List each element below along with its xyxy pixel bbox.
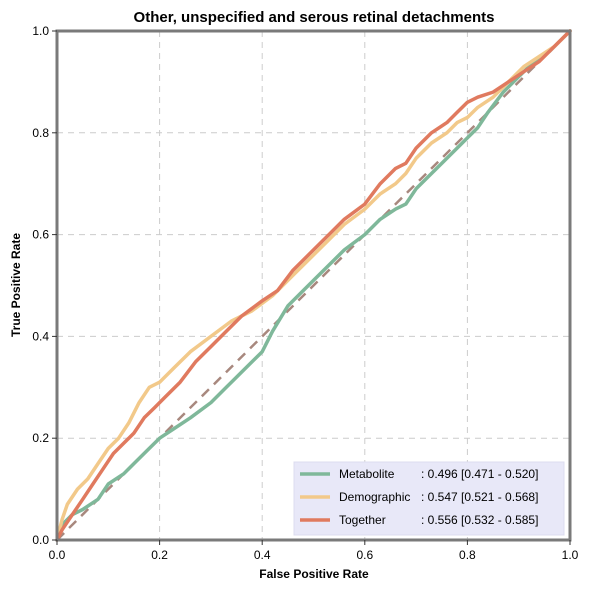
series-line-demographic — [55, 29, 572, 542]
x-tick-label: 0.8 — [459, 548, 476, 562]
y-axis-title: True Positive Rate — [9, 233, 23, 337]
legend-box — [293, 461, 565, 536]
x-tick-label: 0.6 — [356, 548, 373, 562]
series-line-metabolite — [55, 29, 572, 542]
y-tick-label: 1.0 — [32, 24, 49, 38]
y-tick-label: 0.8 — [32, 126, 49, 140]
legend-series-stat: : 0.547 [0.521 - 0.568] — [421, 490, 538, 504]
x-axis-ticks: 0.0 0.2 0.4 0.6 0.8 1.0 — [49, 540, 579, 562]
x-tick-label: 0.0 — [49, 548, 66, 562]
legend-series-name: Together — [339, 513, 386, 527]
legend-series-stat: : 0.556 [0.532 - 0.585] — [421, 513, 538, 527]
y-tick-label: 0.6 — [32, 228, 49, 242]
chart-title: Other, unspecified and serous retinal de… — [134, 9, 495, 26]
legend-series-name: Demographic — [339, 490, 410, 504]
legend-series-name: Metabolite — [339, 467, 395, 481]
series-line-together — [55, 29, 572, 542]
y-axis-ticks: 0.0 0.2 0.4 0.6 0.8 1.0 — [32, 24, 57, 547]
x-axis-title: False Positive Rate — [259, 567, 369, 581]
y-tick-label: 0.4 — [32, 329, 49, 343]
series-lines — [55, 29, 572, 542]
y-tick-label: 0.0 — [32, 533, 49, 547]
grid-lines — [57, 31, 570, 540]
plot-frame — [55, 29, 572, 542]
legend: Metabolite : 0.496 [0.471 - 0.520] Demogra… — [293, 461, 565, 536]
legend-series-stat: : 0.496 [0.471 - 0.520] — [421, 467, 538, 481]
x-tick-label: 1.0 — [562, 548, 579, 562]
y-tick-label: 0.2 — [32, 431, 49, 445]
x-tick-label: 0.4 — [254, 548, 271, 562]
x-tick-label: 0.2 — [151, 548, 168, 562]
